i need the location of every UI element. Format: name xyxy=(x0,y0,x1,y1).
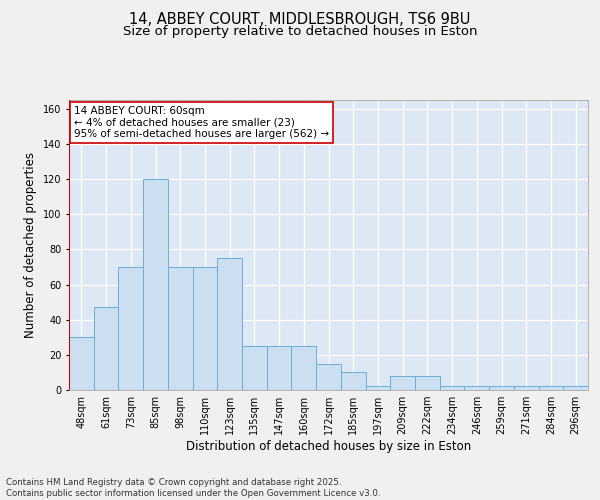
Bar xyxy=(193,267,217,390)
Y-axis label: Number of detached properties: Number of detached properties xyxy=(25,152,37,338)
Bar xyxy=(94,308,118,390)
Bar xyxy=(539,386,563,390)
Bar xyxy=(292,346,316,390)
Bar xyxy=(563,386,588,390)
Bar xyxy=(440,386,464,390)
Text: Size of property relative to detached houses in Eston: Size of property relative to detached ho… xyxy=(123,25,477,38)
Bar xyxy=(489,386,514,390)
Bar xyxy=(242,346,267,390)
Bar xyxy=(365,386,390,390)
Bar xyxy=(168,267,193,390)
X-axis label: Distribution of detached houses by size in Eston: Distribution of detached houses by size … xyxy=(186,440,471,453)
Bar xyxy=(217,258,242,390)
Bar xyxy=(514,386,539,390)
Bar xyxy=(464,386,489,390)
Bar xyxy=(316,364,341,390)
Bar xyxy=(390,376,415,390)
Text: Contains HM Land Registry data © Crown copyright and database right 2025.
Contai: Contains HM Land Registry data © Crown c… xyxy=(6,478,380,498)
Text: 14 ABBEY COURT: 60sqm
← 4% of detached houses are smaller (23)
95% of semi-detac: 14 ABBEY COURT: 60sqm ← 4% of detached h… xyxy=(74,106,329,139)
Text: 14, ABBEY COURT, MIDDLESBROUGH, TS6 9BU: 14, ABBEY COURT, MIDDLESBROUGH, TS6 9BU xyxy=(130,12,470,28)
Bar xyxy=(341,372,365,390)
Bar xyxy=(143,179,168,390)
Bar xyxy=(69,338,94,390)
Bar xyxy=(415,376,440,390)
Bar xyxy=(118,267,143,390)
Bar xyxy=(267,346,292,390)
